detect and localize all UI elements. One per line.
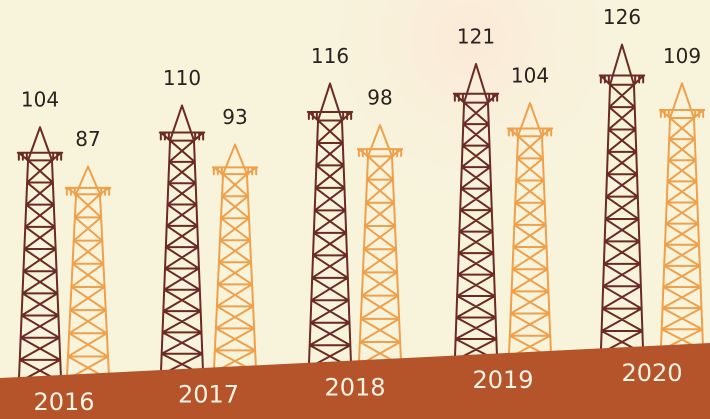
value-label: 116	[311, 44, 349, 68]
value-label: 126	[603, 5, 641, 29]
x-tick-label: 2018	[324, 374, 385, 402]
x-tick-label: 2019	[472, 366, 533, 394]
value-label: 121	[457, 25, 495, 49]
value-label: 87	[75, 127, 100, 151]
x-tick-label: 2020	[621, 359, 682, 387]
x-tick-label: 2017	[178, 381, 239, 409]
chart: 104 110 116 121 126 87 93 98 104 109 2016 2017 2018 2…	[0, 0, 710, 419]
value-label: 110	[163, 66, 201, 90]
value-label: 104	[21, 88, 59, 112]
x-tick-label: 2016	[33, 388, 94, 416]
value-label: 104	[511, 64, 549, 88]
value-label: 109	[663, 44, 701, 68]
value-label: 93	[222, 105, 247, 129]
value-label: 98	[367, 86, 392, 110]
